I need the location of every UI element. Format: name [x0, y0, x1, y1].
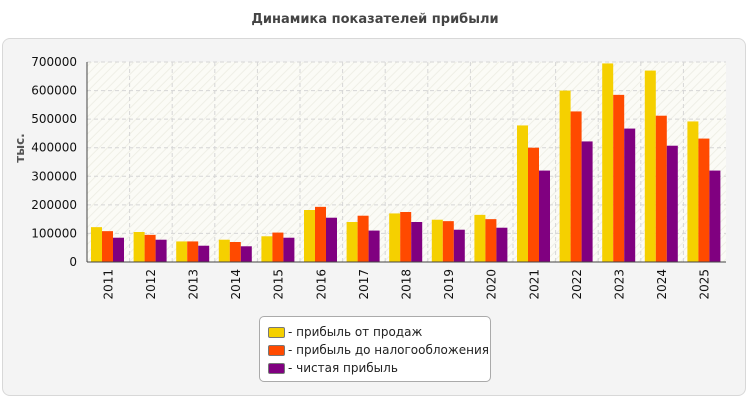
bar-2022-s1	[559, 90, 571, 262]
bar-2023-s1	[602, 63, 614, 262]
legend-item: - прибыль от продаж	[268, 323, 490, 341]
bar-2012-s1	[133, 232, 145, 262]
x-tick-label: 2011	[101, 269, 115, 300]
x-tick-label: 2016	[314, 269, 328, 300]
x-tick-label: 2020	[485, 269, 499, 300]
bar-2023-s3	[624, 128, 636, 262]
x-tick-label: 2013	[187, 269, 201, 300]
bar-2025-s2	[698, 138, 710, 262]
bar-2017-s1	[346, 222, 358, 262]
legend-label: - чистая прибыль	[288, 361, 398, 375]
chart-legend: - прибыль от продаж - прибыль до налогооб…	[259, 316, 491, 382]
chart-title: Динамика показателей прибыли	[251, 12, 499, 27]
bar-2016-s1	[304, 210, 315, 262]
legend-label: - прибыль до налогообложения	[288, 343, 489, 357]
x-tick-label: 2019	[442, 269, 456, 300]
y-tick-label: 300000	[31, 169, 77, 183]
bar-2011-s3	[113, 237, 124, 262]
bar-2020-s1	[474, 214, 486, 262]
y-tick-label: 200000	[31, 198, 77, 212]
legend-swatch	[268, 362, 285, 374]
bar-2021-s2	[528, 147, 539, 262]
legend-label: - прибыль от продаж	[288, 325, 423, 339]
x-tick-label: 2024	[655, 269, 669, 300]
bar-2019-s1	[431, 219, 443, 262]
y-tick-label: 600000	[31, 84, 77, 98]
bar-2021-s3	[539, 170, 550, 262]
bar-2011-s2	[102, 231, 113, 262]
bar-2012-s3	[155, 239, 167, 262]
bar-2019-s2	[442, 221, 454, 262]
y-tick-label: 700000	[31, 55, 77, 69]
legend-swatch	[268, 326, 285, 338]
bar-2022-s2	[570, 111, 582, 262]
bar-2023-s2	[613, 94, 625, 262]
bar-2011-s1	[91, 227, 102, 262]
y-tick-label: 100000	[31, 226, 77, 240]
bar-2024-s1	[644, 70, 656, 262]
bar-2017-s3	[368, 230, 380, 262]
bar-2016-s2	[315, 206, 326, 262]
x-tick-label: 2022	[570, 269, 584, 300]
bar-2013-s2	[187, 241, 199, 262]
bar-2013-s1	[176, 241, 188, 262]
bar-2015-s2	[272, 232, 284, 262]
bar-2017-s2	[357, 215, 369, 262]
x-tick-label: 2025	[698, 269, 712, 300]
bar-2018-s1	[389, 213, 401, 262]
bar-2015-s1	[261, 236, 273, 262]
bar-2012-s2	[144, 234, 156, 262]
bar-2024-s3	[666, 145, 678, 262]
bar-2018-s3	[411, 222, 423, 262]
bar-2022-s3	[581, 141, 593, 262]
bar-2025-s3	[709, 170, 721, 262]
legend-item: - чистая прибыль	[268, 359, 490, 377]
bar-2016-s3	[326, 217, 337, 262]
y-axis-label: тыс.	[13, 133, 27, 162]
bar-2019-s3	[453, 229, 465, 262]
x-tick-label: 2015	[272, 269, 286, 300]
bar-2021-s1	[517, 125, 528, 262]
bar-2024-s2	[655, 115, 667, 262]
bar-2020-s2	[485, 219, 497, 262]
bar-2014-s1	[218, 239, 230, 262]
bar-2018-s2	[400, 212, 412, 262]
bar-2013-s3	[198, 245, 210, 262]
y-tick-label: 400000	[31, 141, 77, 155]
bar-2025-s1	[687, 121, 699, 262]
x-tick-label: 2012	[144, 269, 158, 300]
bar-2014-s2	[229, 242, 241, 262]
bar-2015-s3	[283, 237, 295, 262]
y-tick-label: 0	[69, 255, 77, 269]
x-tick-label: 2023	[613, 269, 627, 300]
legend-item: - прибыль до налогообложения	[268, 341, 490, 359]
x-tick-label: 2017	[357, 269, 371, 300]
x-tick-label: 2021	[527, 269, 541, 300]
x-tick-label: 2018	[400, 269, 414, 300]
x-tick-label: 2014	[229, 269, 243, 300]
legend-swatch	[268, 344, 285, 356]
bar-2020-s3	[496, 227, 508, 262]
bar-2014-s3	[240, 246, 252, 262]
y-tick-label: 500000	[31, 112, 77, 126]
